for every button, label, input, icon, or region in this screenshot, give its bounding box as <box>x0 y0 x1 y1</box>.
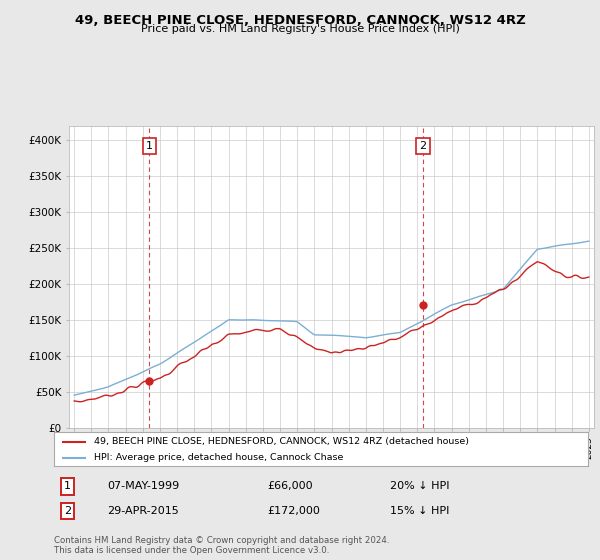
Text: 29-APR-2015: 29-APR-2015 <box>107 506 179 516</box>
Text: 20% ↓ HPI: 20% ↓ HPI <box>391 482 450 492</box>
Text: 1: 1 <box>64 482 71 492</box>
Text: £66,000: £66,000 <box>268 482 313 492</box>
Text: 1: 1 <box>146 141 152 151</box>
Text: 07-MAY-1999: 07-MAY-1999 <box>107 482 179 492</box>
Text: HPI: Average price, detached house, Cannock Chase: HPI: Average price, detached house, Cann… <box>94 453 343 462</box>
Text: 49, BEECH PINE CLOSE, HEDNESFORD, CANNOCK, WS12 4RZ: 49, BEECH PINE CLOSE, HEDNESFORD, CANNOC… <box>74 14 526 27</box>
Text: 2: 2 <box>64 506 71 516</box>
Text: 2: 2 <box>419 141 427 151</box>
Text: £172,000: £172,000 <box>268 506 320 516</box>
Text: Price paid vs. HM Land Registry's House Price Index (HPI): Price paid vs. HM Land Registry's House … <box>140 24 460 34</box>
Text: 15% ↓ HPI: 15% ↓ HPI <box>391 506 450 516</box>
Text: 49, BEECH PINE CLOSE, HEDNESFORD, CANNOCK, WS12 4RZ (detached house): 49, BEECH PINE CLOSE, HEDNESFORD, CANNOC… <box>94 437 469 446</box>
Text: Contains HM Land Registry data © Crown copyright and database right 2024.
This d: Contains HM Land Registry data © Crown c… <box>54 536 389 556</box>
